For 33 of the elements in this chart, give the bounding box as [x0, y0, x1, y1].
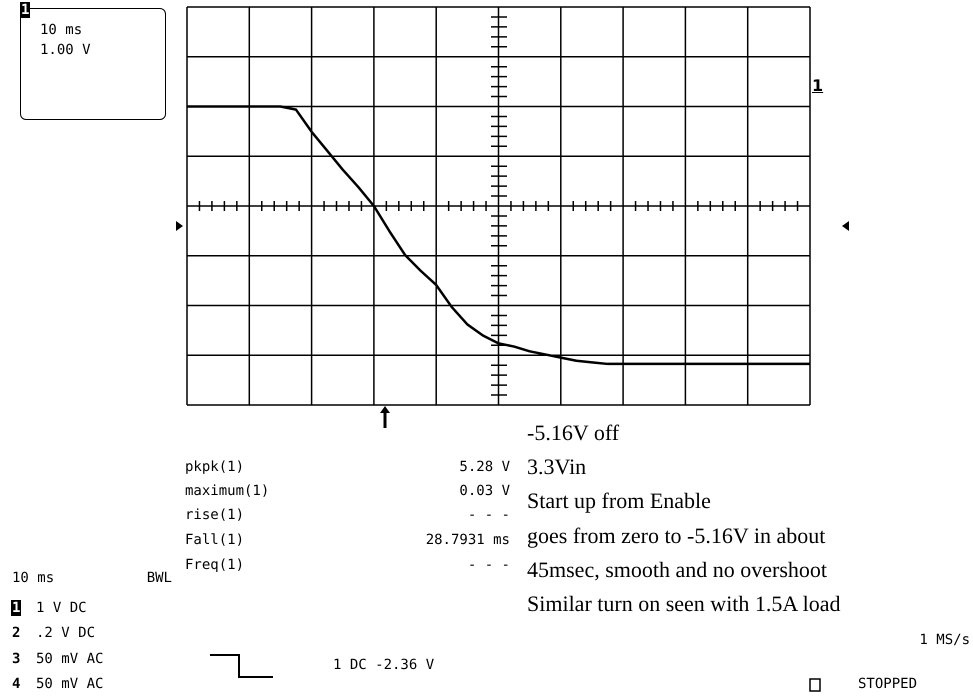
text: - - -	[466, 507, 510, 523]
text: 1.00 V	[40, 42, 91, 58]
text: 1 V DC	[36, 600, 87, 616]
text: Similar turn on seen with 1.5A load	[527, 591, 840, 617]
text: 50 mV AC	[36, 676, 104, 692]
text: 1	[20, 2, 30, 18]
text: - - -	[466, 557, 510, 573]
text: 10 ms	[12, 570, 54, 586]
text: 1	[11, 600, 22, 616]
text: BWL	[146, 570, 172, 586]
text: Fall(1)	[185, 532, 244, 548]
text: goes from zero to -5.16V in about	[527, 523, 826, 549]
text: 50 mV AC	[36, 651, 104, 667]
text: 3	[12, 651, 20, 667]
text: 28.7931 ms	[424, 532, 510, 548]
text: 3.3Vin	[527, 454, 586, 480]
text: Freq(1)	[185, 557, 244, 573]
text: Start up from Enable	[527, 488, 711, 514]
text: maximum(1)	[185, 483, 270, 499]
text: 1 MS/s	[918, 632, 970, 648]
text: 2	[12, 625, 20, 641]
text: rise(1)	[185, 507, 244, 523]
text: .2 V DC	[36, 625, 96, 641]
text: 10 ms	[40, 22, 82, 38]
text: 5.28 V	[458, 459, 510, 475]
text: pkpk(1)	[185, 459, 244, 475]
text: 0.03 V	[458, 483, 510, 499]
text: STOPPED	[858, 676, 918, 692]
text: -5.16V off	[527, 420, 620, 446]
text: 4	[12, 676, 20, 692]
text: 1	[812, 76, 824, 95]
text: 1 DC -2.36 V	[333, 657, 434, 673]
text: 45msec, smooth and no overshoot	[527, 557, 828, 583]
